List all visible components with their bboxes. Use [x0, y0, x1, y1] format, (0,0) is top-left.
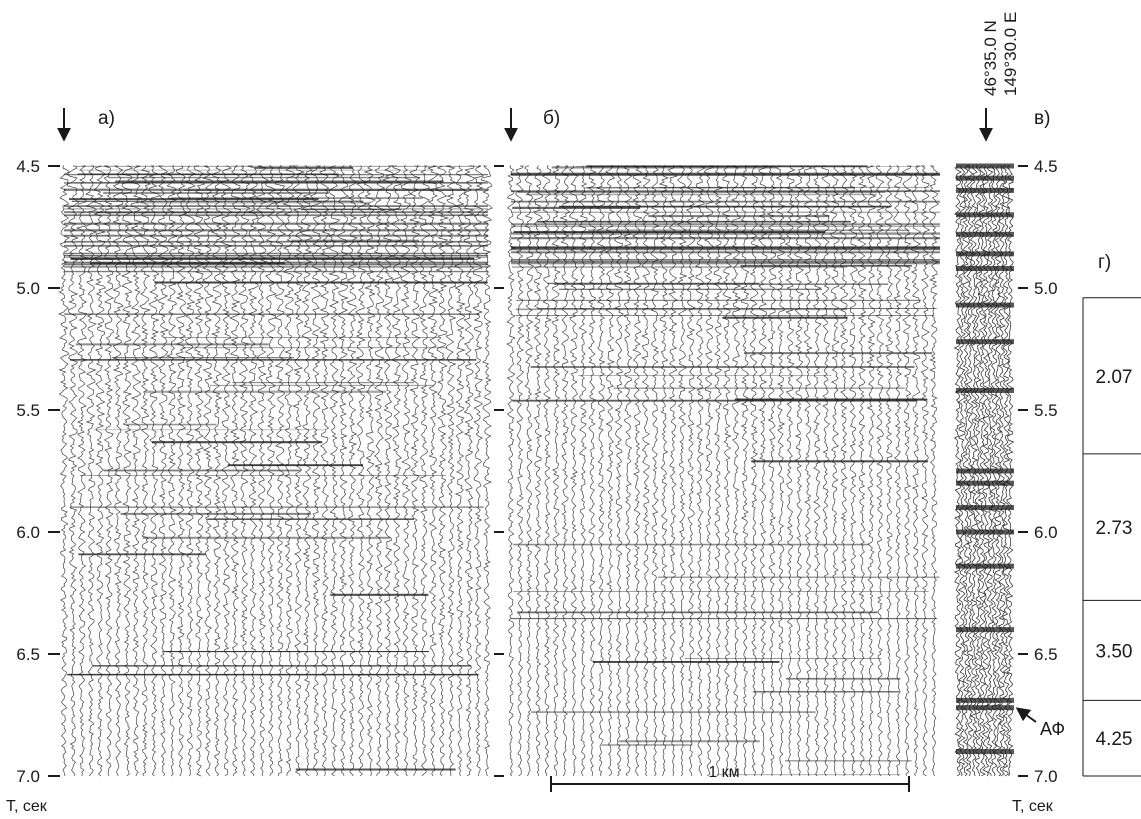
panel-c-label: в) [1034, 108, 1050, 129]
velocity-value: 3.50 [1096, 641, 1133, 662]
time-unit-left: T, сек [6, 798, 48, 815]
af-arrow-icon [1015, 707, 1037, 723]
velocity-value: 2.07 [1096, 367, 1133, 388]
time-axis-right: 4.5 5.0 5.5 6.0 6.5 7.0 [1018, 157, 1058, 786]
panel-d-label: г) [1098, 252, 1111, 273]
time-tick-label: 4.5 [1034, 157, 1058, 176]
velocity-column: 2.07 2.73 3.50 4.25 [1082, 297, 1141, 777]
time-tick-label: 6.5 [16, 645, 40, 664]
scale-bar: 1 км [550, 764, 910, 792]
seismic-section-a [58, 165, 493, 777]
velocity-value: 4.25 [1096, 729, 1133, 750]
time-tick-label: 5.5 [16, 401, 40, 420]
latitude-label: 46°35.0 N [981, 20, 1000, 96]
longitude-label: 149°30.0 E [1001, 12, 1020, 96]
scale-bar-label: 1 км [708, 764, 739, 781]
time-axis-left: 4.5 5.0 5.5 6.0 6.5 7.0 [16, 157, 60, 786]
time-tick-label: 6.0 [16, 523, 40, 542]
time-tick-label: 5.5 [1034, 401, 1058, 420]
time-tick-label: 6.5 [1034, 645, 1058, 664]
seismic-section-b [506, 165, 940, 777]
seismic-section-c [953, 163, 1015, 777]
velocity-value: 2.73 [1096, 518, 1133, 539]
time-tick-label: 7.0 [1034, 767, 1058, 786]
time-tick-label: 7.0 [16, 767, 40, 786]
time-tick-label: 6.0 [1034, 523, 1058, 542]
af-label: АФ [1040, 719, 1065, 739]
time-tick-label: 5.0 [16, 279, 40, 298]
time-axis-mid [494, 165, 504, 777]
time-tick-label: 4.5 [16, 157, 40, 176]
time-unit-right: T, сек [1012, 798, 1054, 815]
panel-a-label: а) [98, 108, 115, 129]
panel-b-label: б) [543, 108, 560, 129]
time-tick-label: 5.0 [1034, 279, 1058, 298]
